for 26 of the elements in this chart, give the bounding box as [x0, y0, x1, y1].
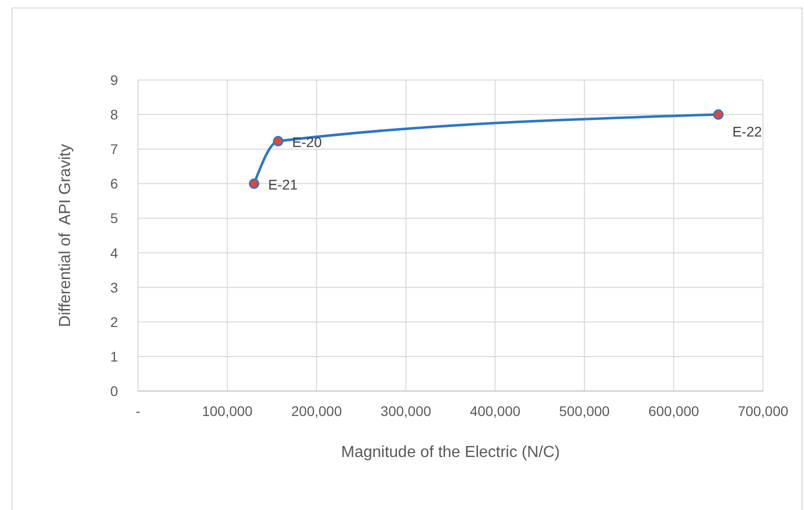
x-tick-label: 100,000 [202, 403, 253, 419]
y-tick-label: 6 [110, 176, 118, 192]
y-axis-title: Differential of API Gravity [57, 144, 74, 327]
x-tick-label: 700,000 [738, 403, 789, 419]
y-tick-label: 5 [110, 210, 118, 226]
point [272, 136, 284, 146]
x-tick-label: 400,000 [470, 403, 521, 419]
point [713, 109, 724, 120]
x-tick-label: - [136, 403, 141, 419]
point [248, 178, 260, 189]
y-tick-label: 7 [110, 141, 118, 158]
x-tick-label: 500,000 [559, 403, 610, 419]
y-tick-label: 1 [110, 348, 118, 364]
y-tick-label: 9 [110, 72, 118, 88]
x-tick-label: 200,000 [291, 403, 342, 419]
x-axis-title: Magnitude of the Electric (N/C) [341, 444, 560, 461]
x-tick-label: 300,000 [380, 403, 432, 419]
y-tick-label: 4 [110, 244, 118, 261]
annotation: E-22 [732, 124, 762, 140]
y-tick-label: 3 [110, 279, 118, 296]
annotation: E-21 [268, 176, 298, 193]
y-tick-label: 8 [110, 106, 118, 123]
y-tick-label: 0 [110, 383, 118, 399]
y-tick-label: 2 [110, 314, 118, 330]
annotation: E-20 [292, 134, 322, 150]
x-tick-label: 600,000 [648, 403, 700, 419]
